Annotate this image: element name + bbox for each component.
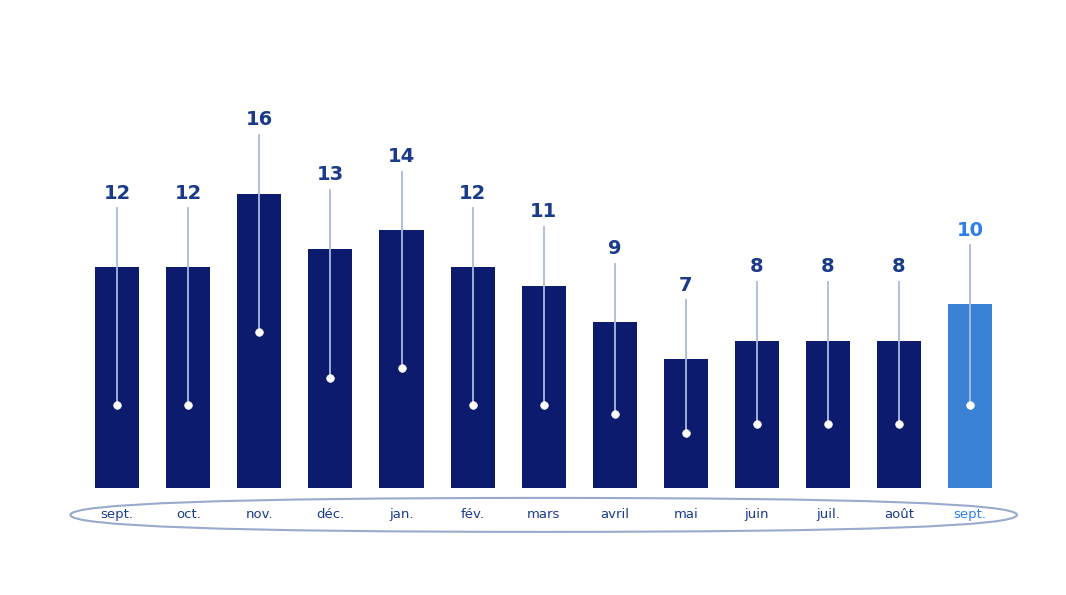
Bar	[593, 322, 636, 488]
Text: mars: mars	[527, 508, 561, 521]
Text: 12: 12	[175, 184, 201, 203]
Text: 8: 8	[821, 258, 835, 277]
Text: 10: 10	[956, 221, 984, 240]
Bar	[806, 341, 850, 488]
Text: 16: 16	[246, 110, 273, 129]
Text: 12: 12	[459, 184, 486, 203]
Text: juin: juin	[745, 508, 769, 521]
Text: fév.: fév.	[461, 508, 485, 521]
Text: sept.: sept.	[101, 508, 133, 521]
Text: oct.: oct.	[176, 508, 200, 521]
Text: 8: 8	[750, 258, 763, 277]
Bar	[95, 267, 140, 488]
Text: 8: 8	[892, 258, 906, 277]
Bar	[877, 341, 921, 488]
Text: déc.: déc.	[317, 508, 344, 521]
Text: juil.: juil.	[815, 508, 840, 521]
Text: mai: mai	[674, 508, 698, 521]
Bar	[238, 193, 281, 488]
Bar	[664, 359, 708, 488]
FancyBboxPatch shape	[70, 498, 1017, 532]
Text: 7: 7	[679, 276, 693, 295]
Text: 9: 9	[608, 239, 621, 258]
Text: jan.: jan.	[389, 508, 414, 521]
Bar	[948, 304, 992, 488]
Text: 11: 11	[530, 202, 558, 221]
Text: 14: 14	[388, 147, 415, 166]
Text: août: août	[884, 508, 914, 521]
Bar	[451, 267, 495, 488]
Text: avril: avril	[600, 508, 629, 521]
Text: 12: 12	[103, 184, 131, 203]
Bar	[379, 230, 423, 488]
Bar	[308, 249, 353, 488]
Bar	[521, 286, 566, 488]
Text: nov.: nov.	[245, 508, 273, 521]
Text: sept.: sept.	[954, 508, 986, 521]
Bar	[166, 267, 210, 488]
Text: 13: 13	[317, 165, 344, 184]
Bar	[734, 341, 779, 488]
